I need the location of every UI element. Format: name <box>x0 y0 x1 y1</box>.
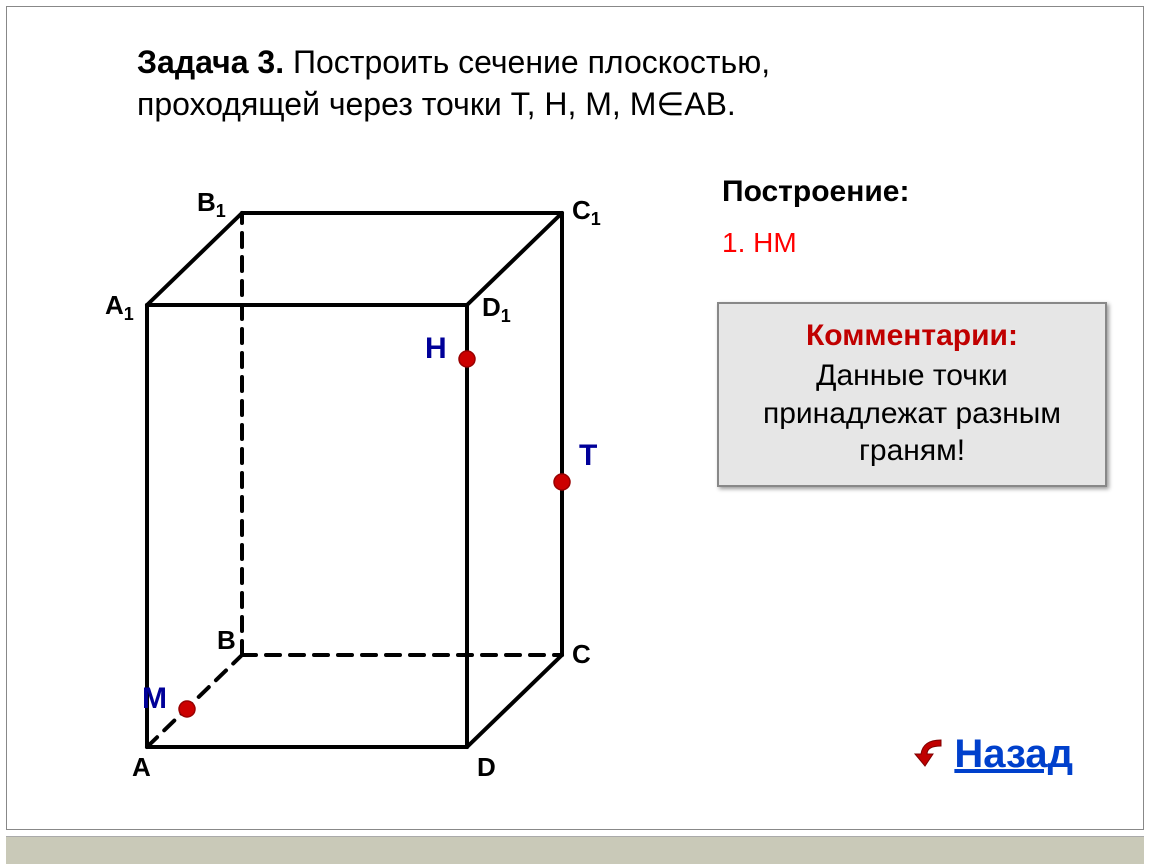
slide-frame: Задача 3. Построить сечение плоскостью, … <box>6 6 1144 830</box>
comment-body: Данные точки принадлежат разным граням! <box>737 357 1087 470</box>
vertex-label-A1: A1 <box>105 290 134 325</box>
vertex-label-A: A <box>132 752 151 783</box>
back-arrow-icon <box>911 734 949 775</box>
prism-diagram: A B C D A1 B1 C1 D1 M Н Т <box>87 177 687 807</box>
vertex-label-D1: D1 <box>482 292 511 327</box>
point-label-T: Т <box>579 439 597 473</box>
point-label-H: Н <box>425 332 447 366</box>
back-link[interactable]: Назад <box>911 732 1073 777</box>
vertex-label-C1: C1 <box>572 195 601 230</box>
problem-number: Задача 3. <box>137 44 284 80</box>
vertex-label-D: D <box>477 752 496 783</box>
vertex-label-C: C <box>572 639 591 670</box>
back-link-text: Назад <box>954 732 1073 777</box>
element-of-symbol: ∈ <box>656 86 684 122</box>
comment-box: Комментарии: Данные точки принадлежат ра… <box>717 302 1107 487</box>
vertex-label-B1: B1 <box>197 187 226 222</box>
point-label-M: M <box>142 682 167 716</box>
comment-title: Комментарии: <box>737 319 1087 353</box>
construction-step-1: 1. НМ <box>722 227 797 259</box>
diagram-svg <box>87 177 687 807</box>
footer-bar <box>6 836 1144 864</box>
construction-heading: Построение: <box>722 175 909 209</box>
vertex-label-B: B <box>217 625 236 656</box>
problem-body-2: АВ. <box>684 86 736 122</box>
problem-statement: Задача 3. Построить сечение плоскостью, … <box>137 42 917 125</box>
